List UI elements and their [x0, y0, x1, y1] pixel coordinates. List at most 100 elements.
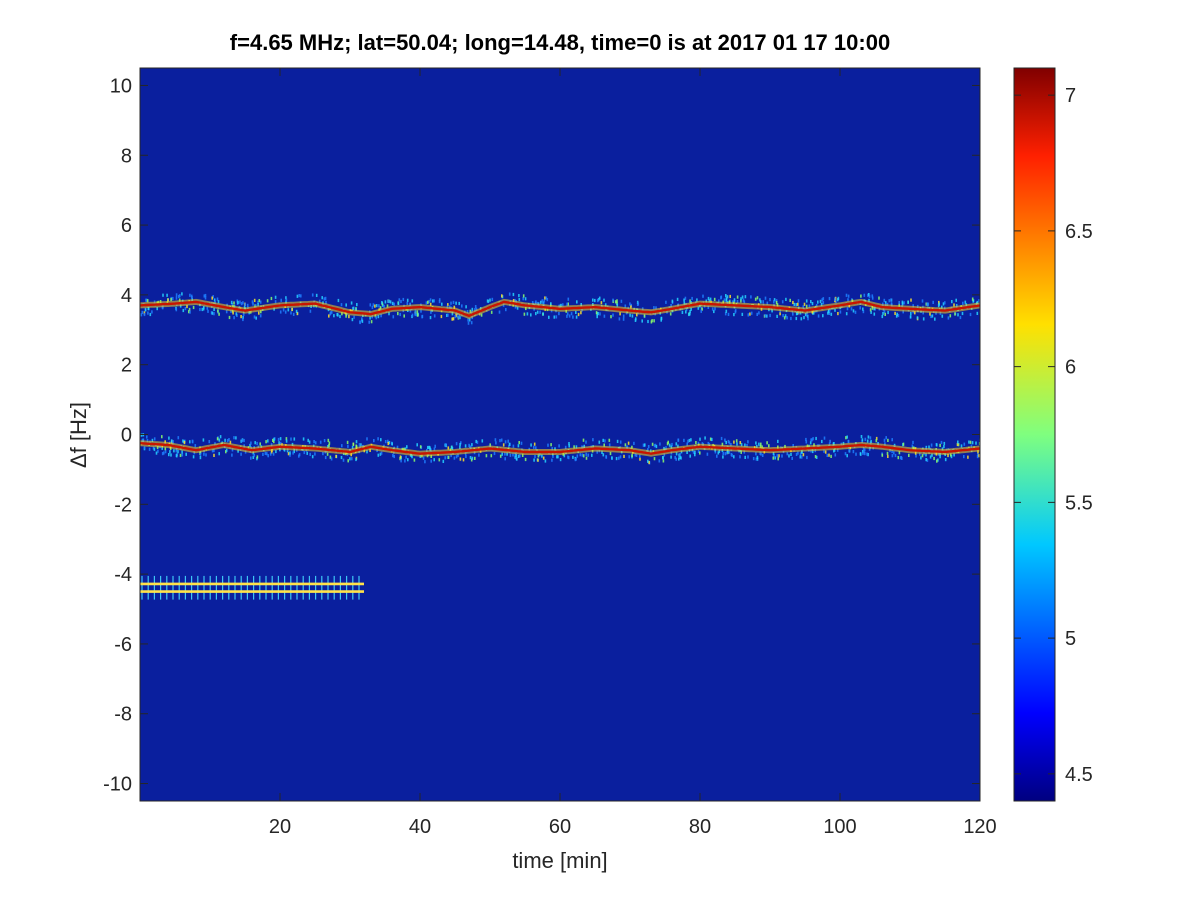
speckle-point: [972, 299, 975, 303]
speckle-point: [468, 318, 471, 322]
speckle-point: [791, 456, 793, 460]
speckle-point: [285, 437, 288, 441]
speckle-point: [287, 452, 290, 456]
speckle-point: [256, 457, 258, 461]
speckle-point: [566, 314, 568, 318]
speckle-point: [822, 297, 825, 301]
speckle-point: [526, 312, 529, 316]
speckle-point: [505, 308, 507, 312]
speckle-point: [388, 312, 390, 316]
speckle-point: [451, 312, 454, 316]
speckle-point: [219, 435, 222, 439]
speckle-point: [287, 308, 290, 312]
speckle-point: [747, 440, 749, 444]
speckle-point: [867, 293, 869, 297]
speckle-point: [170, 439, 173, 443]
speckle-point: [272, 452, 275, 456]
speckle-point: [847, 439, 850, 443]
speckle-point: [810, 438, 812, 442]
speckle-point: [919, 452, 921, 456]
speckle-point: [255, 304, 257, 308]
speckle-point: [574, 458, 577, 462]
speckle-point: [869, 308, 872, 312]
speckle-point: [663, 446, 665, 451]
speckle-point: [170, 297, 172, 302]
speckle-point: [975, 441, 977, 445]
speckle-point: [217, 300, 220, 304]
speckle-point: [573, 445, 575, 449]
speckle-point: [775, 299, 778, 303]
speckle-point: [781, 300, 784, 304]
speckle-point: [534, 301, 537, 305]
speckle-point: [525, 306, 527, 311]
speckle-point: [517, 454, 520, 458]
speckle-point: [199, 456, 202, 460]
speckle-point: [976, 455, 979, 459]
speckle-point: [603, 443, 605, 447]
speckle-point: [189, 310, 191, 314]
speckle-point: [871, 294, 874, 298]
speckle-point: [163, 451, 165, 455]
speckle-point: [149, 312, 152, 317]
speckle-point: [140, 433, 143, 437]
speckle-point: [433, 458, 435, 462]
speckle-point: [533, 442, 536, 446]
speckle-point: [612, 298, 614, 302]
speckle-point: [329, 455, 332, 459]
speckle-point: [688, 312, 690, 317]
speckle-point: [504, 457, 506, 461]
speckle-point: [182, 439, 184, 443]
speckle-point: [566, 312, 569, 316]
speckle-point: [653, 319, 655, 323]
speckle-point: [419, 445, 422, 449]
speckle-point: [406, 445, 408, 449]
speckle-point: [506, 452, 508, 456]
speckle-point: [824, 450, 827, 454]
speckle-point: [259, 300, 262, 304]
speckle-point: [699, 437, 701, 441]
y-tick-label: -6: [114, 634, 132, 656]
speckle-point: [230, 300, 233, 304]
speckle-point: [866, 439, 869, 443]
speckle-point: [411, 455, 413, 459]
speckle-point: [615, 457, 618, 461]
speckle-point: [516, 306, 519, 310]
speckle-point: [821, 298, 823, 302]
speckle-point: [172, 440, 174, 444]
speckle-point: [754, 297, 757, 301]
speckle-point: [861, 438, 864, 442]
speckle-point: [883, 310, 886, 314]
speckle-point: [460, 441, 462, 445]
speckle-point: [727, 439, 730, 444]
speckle-point: [733, 455, 735, 459]
speckle-point: [144, 308, 147, 312]
speckle-point: [764, 296, 767, 300]
speckle-point: [147, 307, 150, 311]
x-tick-label: 80: [689, 816, 711, 838]
speckle-point: [328, 441, 331, 445]
speckle-point: [727, 312, 730, 316]
speckle-point: [733, 298, 736, 302]
speckle-point: [624, 443, 627, 447]
speckle-point: [274, 300, 277, 304]
speckle-point: [558, 312, 560, 316]
speckle-point: [910, 312, 912, 316]
speckle-point: [701, 307, 703, 311]
speckle-point: [429, 446, 431, 450]
speckle-point: [211, 311, 214, 315]
speckle-point: [164, 447, 167, 451]
y-tick-label: -8: [114, 704, 132, 726]
speckle-point: [801, 450, 803, 454]
speckle-point: [730, 443, 732, 447]
speckle-point: [706, 452, 709, 456]
speckle-point: [692, 450, 695, 454]
speckle-point: [860, 435, 863, 439]
speckle-point: [298, 453, 301, 457]
speckle-point: [143, 446, 146, 450]
speckle-point: [862, 307, 864, 311]
speckle-point: [683, 298, 685, 302]
speckle-point: [897, 313, 900, 318]
speckle-point: [250, 456, 252, 460]
speckle-point: [932, 300, 934, 304]
speckle-point: [471, 443, 473, 447]
